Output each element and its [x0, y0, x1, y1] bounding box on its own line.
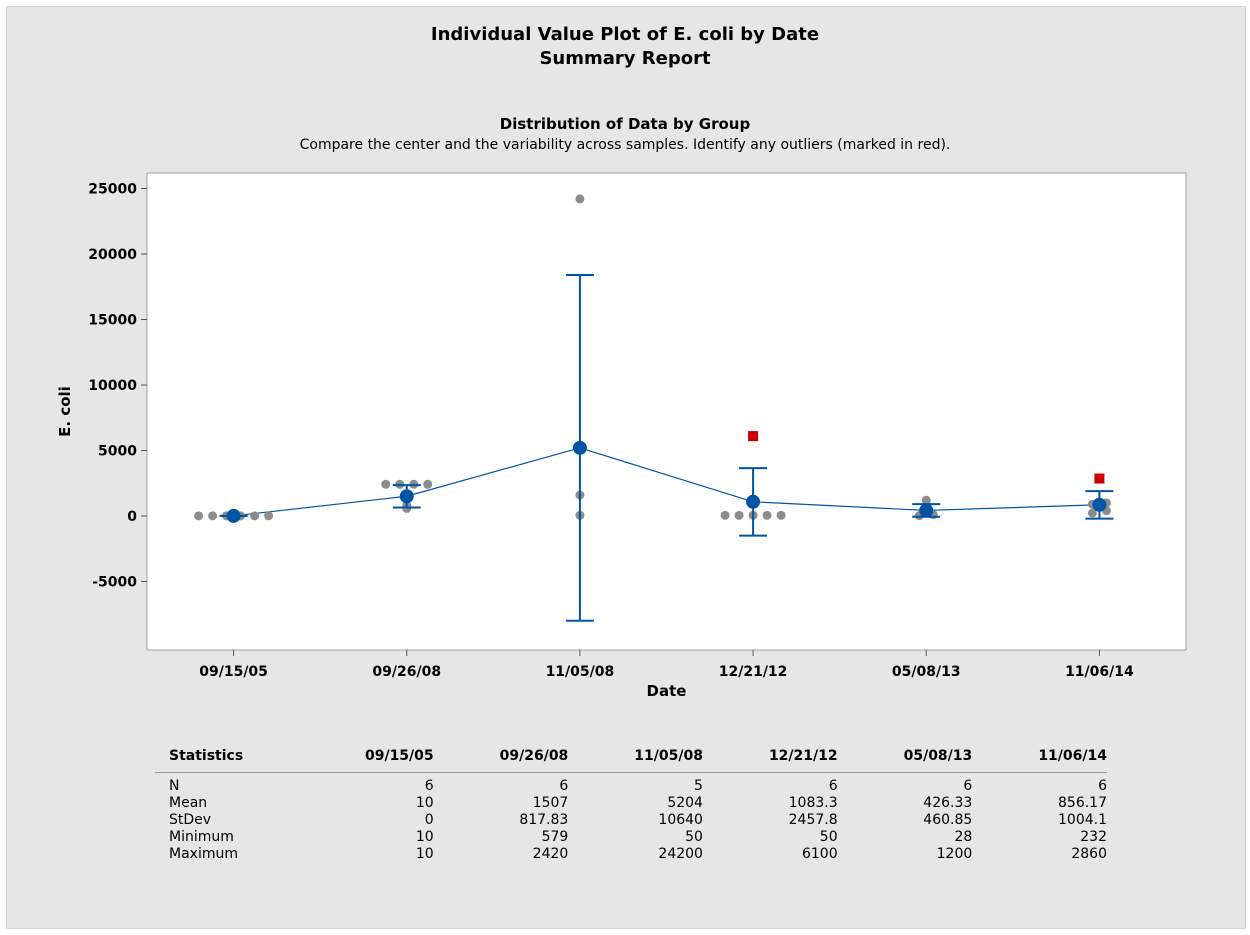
- statistics-row: Mean 10 1507 5204 1083.3 426.33 856.17: [155, 795, 1107, 812]
- statistics-header-row: Statistics 09/15/05 09/26/08 11/05/08 12/21/…: [155, 746, 1107, 773]
- statistics-header-date: 09/15/05: [364, 748, 434, 764]
- mean-marker: [226, 508, 241, 523]
- y-tick-label: 5000: [98, 444, 137, 460]
- statistics-row-label: Minimum: [169, 829, 234, 845]
- y-axis-label: E. coli: [56, 386, 74, 437]
- mean-marker: [572, 440, 587, 455]
- statistics-cell: 2860: [1071, 846, 1107, 862]
- statistics-cell: 0: [424, 812, 434, 828]
- statistics-header-label: Statistics: [169, 748, 244, 764]
- statistics-cell: 1083.3: [788, 795, 838, 811]
- statistics-row: Minimum 10 579 50 50 28 232: [155, 829, 1107, 846]
- statistics-header-date: 09/26/08: [499, 748, 569, 764]
- statistics-cell: 6100: [801, 846, 838, 862]
- statistics-cell: 579: [541, 829, 569, 845]
- statistics-cell: 817.83: [519, 812, 569, 828]
- statistics-cell: 10: [415, 846, 434, 862]
- statistics-body: N 6 6 5 6 6 6 Mean 10 1507 5204 1083.3 426.33 856.17 S…: [155, 773, 1107, 864]
- plot-area: [146, 172, 1187, 651]
- x-axis-label: Date: [647, 682, 687, 700]
- statistics-cell: 6: [963, 778, 973, 794]
- statistics-cell: 5204: [667, 795, 703, 811]
- mean-marker: [1092, 497, 1107, 512]
- statistics-cell: 2420: [532, 846, 569, 862]
- data-point: [762, 510, 772, 520]
- data-point: [720, 510, 730, 520]
- x-tick-label: 09/26/08: [372, 664, 441, 680]
- statistics-cell: 10: [415, 829, 434, 845]
- statistics-cell: 5: [694, 778, 703, 794]
- statistics-cell: 6: [424, 778, 434, 794]
- statistics-cell: 2457.8: [788, 812, 838, 828]
- x-tick-label: 12/21/12: [719, 664, 788, 680]
- mean-marker: [919, 503, 934, 518]
- x-tick-label: 09/15/05: [199, 664, 268, 680]
- data-point: [575, 194, 585, 204]
- statistics-header-date: 05/08/13: [903, 748, 973, 764]
- statistics-cell: 50: [685, 829, 703, 845]
- individual-value-plot: -5000 0 5000 10000 15000 20000 25000 09/15/05 09…: [56, 172, 1187, 700]
- outlier-marker: [1094, 473, 1105, 484]
- data-point: [921, 495, 931, 505]
- data-point: [208, 511, 218, 521]
- mean-marker: [746, 494, 761, 509]
- y-tick-label: 0: [127, 509, 137, 525]
- statistics-cell: 460.85: [923, 812, 973, 828]
- outlier-marker: [748, 431, 759, 442]
- statistics-cell: 1004.1: [1058, 812, 1107, 828]
- statistics-header-date: 11/05/08: [634, 748, 703, 764]
- report-subtitle: Summary Report: [539, 48, 711, 69]
- statistics-cell: 1200: [936, 846, 973, 862]
- data-point: [776, 510, 786, 520]
- data-point: [1087, 508, 1097, 518]
- statistics-cell: 6: [1098, 778, 1107, 794]
- y-tick-label: 10000: [88, 378, 137, 394]
- statistics-row: StDev 0 817.83 10640 2457.8 460.85 1004.1: [155, 812, 1107, 829]
- statistics-cell: 6: [828, 778, 838, 794]
- statistics-row: N 6 6 5 6 6 6: [155, 773, 1107, 796]
- statistics-cell: 232: [1080, 829, 1107, 845]
- y-tick-label: 15000: [88, 313, 137, 329]
- mean-marker: [399, 489, 414, 504]
- x-tick-label: 11/05/08: [546, 664, 615, 680]
- statistics-cell: 6: [559, 778, 569, 794]
- data-point: [250, 511, 260, 521]
- y-tick-label: 25000: [88, 182, 137, 198]
- data-point: [734, 510, 744, 520]
- statistics-table: Statistics 09/15/05 09/26/08 11/05/08 12/21/…: [155, 746, 1107, 863]
- statistics-cell: 856.17: [1058, 795, 1107, 811]
- x-tick-label: 05/08/13: [892, 664, 961, 680]
- y-tick-label: 20000: [88, 247, 137, 263]
- statistics-cell: 50: [819, 829, 838, 845]
- data-point: [264, 511, 274, 521]
- report-title: Individual Value Plot of E. coli by Date: [430, 24, 820, 45]
- statistics-cell: 10640: [658, 812, 703, 828]
- section-title: Distribution of Data by Group: [499, 115, 751, 133]
- section-subtitle: Compare the center and the variability a…: [299, 137, 951, 153]
- statistics-row-label: Mean: [169, 795, 208, 811]
- mean-connect-line: [233, 447, 1100, 517]
- x-tick-label: 11/06/14: [1065, 664, 1134, 680]
- data-point: [194, 511, 204, 521]
- y-tick-label: -5000: [92, 575, 137, 591]
- statistics-header-date: 11/06/14: [1038, 748, 1107, 764]
- statistics-row: Maximum 10 2420 24200 6100 1200 2860: [155, 846, 1107, 863]
- statistics-cell: 1507: [532, 795, 569, 811]
- statistics-cell: 24200: [658, 846, 703, 862]
- data-point: [423, 479, 433, 489]
- statistics-row-label: N: [169, 778, 180, 794]
- statistics-row-label: Maximum: [169, 846, 238, 862]
- statistics-header-date: 12/21/12: [768, 748, 838, 764]
- statistics-row-label: StDev: [169, 812, 212, 828]
- statistics-cell: 10: [415, 795, 434, 811]
- statistics-cell: 426.33: [923, 795, 973, 811]
- data-point: [381, 479, 391, 489]
- statistics-cell: 28: [954, 829, 973, 845]
